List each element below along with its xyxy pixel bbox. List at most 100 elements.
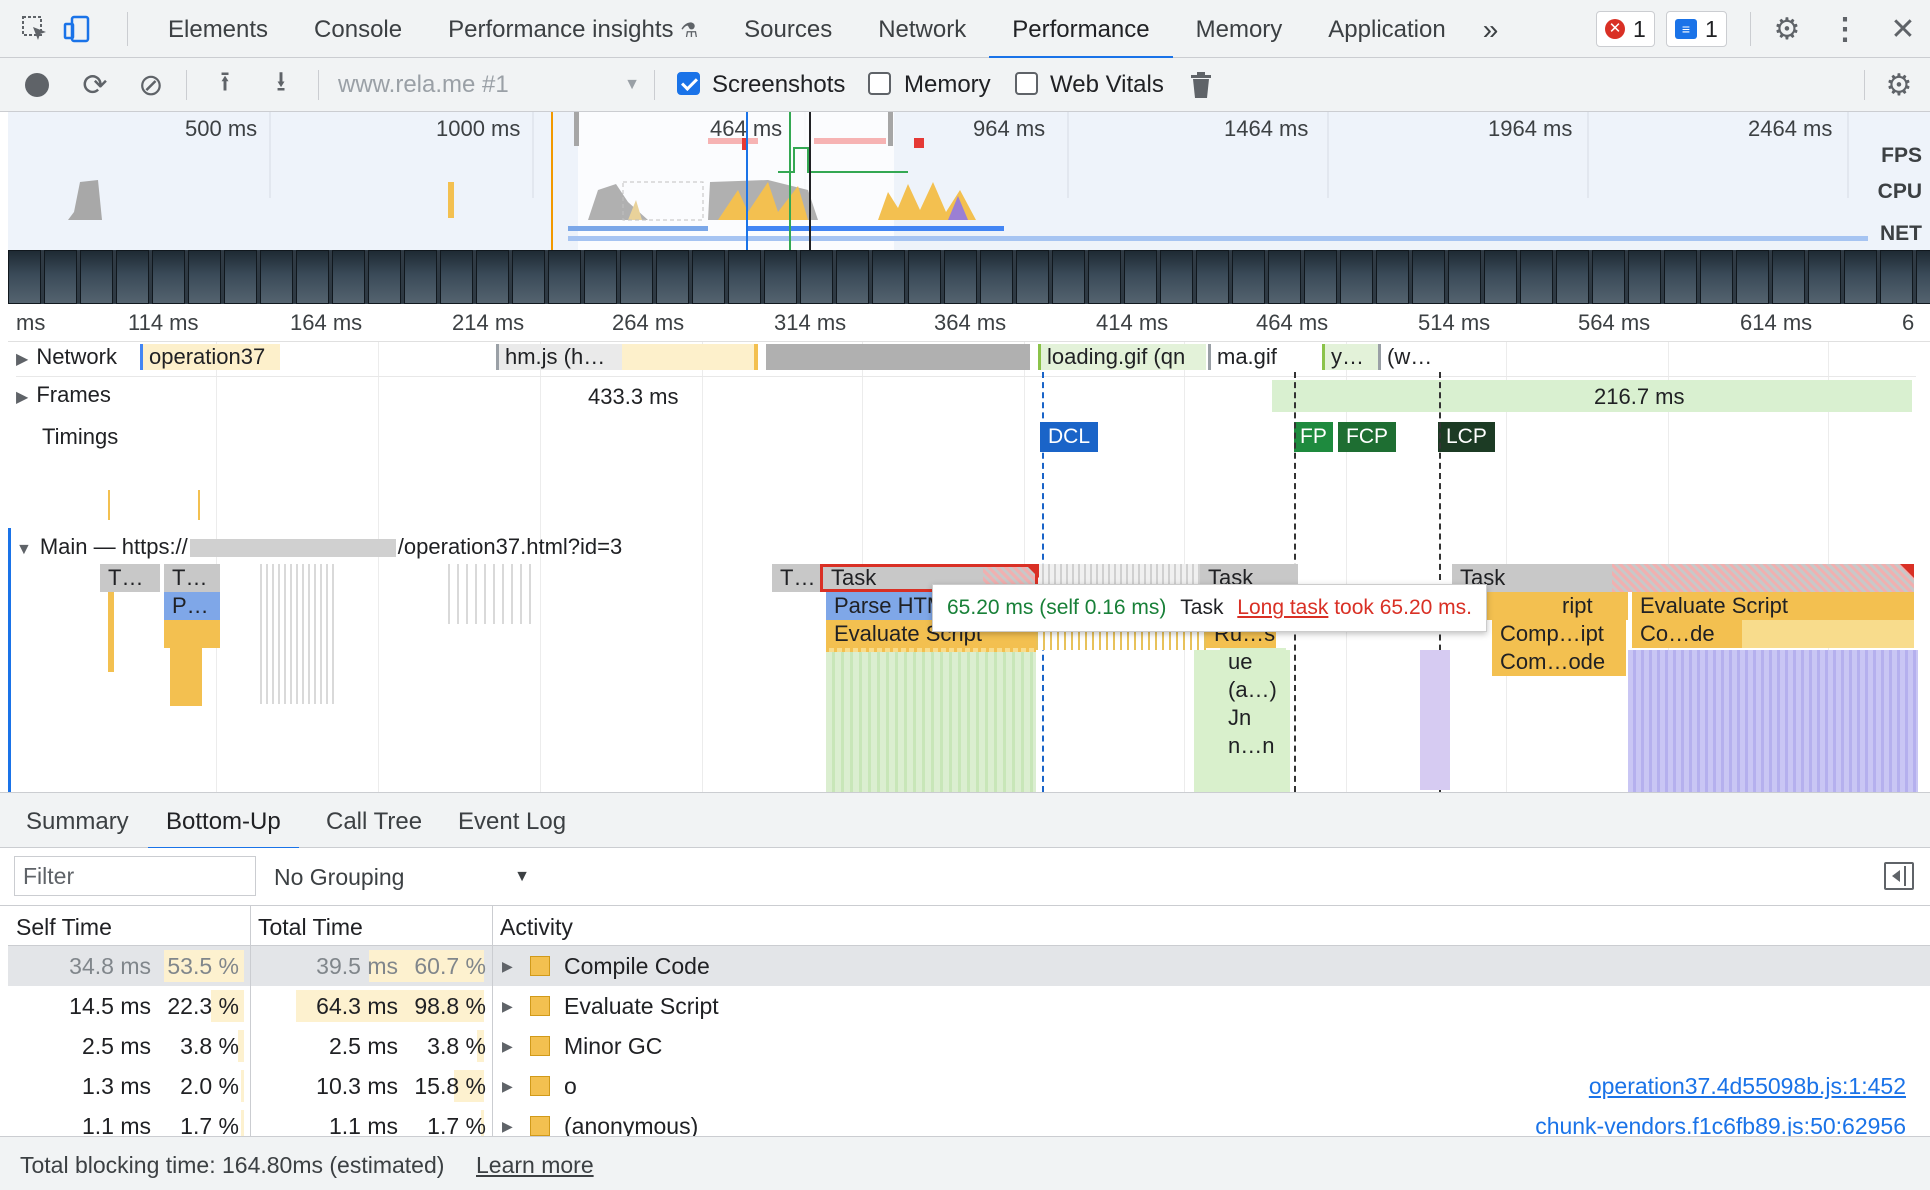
screenshot-thumbnail[interactable]	[1304, 250, 1337, 304]
screenshot-thumbnail[interactable]	[440, 250, 473, 304]
tab-call-tree[interactable]: Call Tree	[326, 808, 423, 835]
screenshot-thumbnail[interactable]	[1808, 250, 1841, 304]
recording-select[interactable]: www.rela.me #1 ▼	[338, 58, 644, 112]
expand-triangle-icon[interactable]: ▶	[502, 1038, 513, 1054]
evaluate-script-block[interactable]: ript	[1554, 592, 1624, 620]
expand-triangle-icon[interactable]: ▶	[502, 958, 513, 974]
screenshot-thumbnail[interactable]	[1592, 250, 1625, 304]
network-request[interactable]: operation37	[140, 344, 280, 370]
screenshot-thumbnail[interactable]	[620, 250, 653, 304]
fcp-marker[interactable]: FCP	[1338, 422, 1396, 452]
toggle-sidebar-icon[interactable]	[1884, 862, 1914, 890]
table-row[interactable]: 2.5 ms 3.8 % 2.5 ms 3.8 % ▶ Minor GC	[8, 1026, 1930, 1066]
parse-block[interactable]: P…	[164, 592, 220, 620]
screenshot-thumbnail[interactable]	[332, 250, 365, 304]
expand-triangle-icon[interactable]: ▶	[502, 1078, 513, 1094]
screenshot-thumbnail[interactable]	[800, 250, 833, 304]
screenshot-thumbnail[interactable]	[296, 250, 329, 304]
main-track-header[interactable]: ▼ Main — https:// /operation37.html?id=3	[16, 534, 622, 560]
screenshot-thumbnail[interactable]	[1160, 250, 1193, 304]
evaluate-script-block[interactable]: Evaluate Script	[1632, 592, 1914, 620]
tab-summary[interactable]: Summary	[26, 808, 129, 835]
screenshot-thumbnail[interactable]	[872, 250, 905, 304]
screenshot-thumbnail[interactable]	[1052, 250, 1085, 304]
task-block[interactable]: T…	[100, 564, 160, 592]
screenshot-thumbnail[interactable]	[1520, 250, 1553, 304]
errors-badge[interactable]: ✕ 1	[1596, 11, 1655, 47]
more-tabs-button[interactable]: »	[1482, 14, 1499, 45]
screenshot-thumbnail[interactable]	[224, 250, 257, 304]
timeline-overview[interactable]: 500 ms 1000 ms 464 ms 964 ms 1464 ms 196…	[8, 112, 1930, 304]
reload-icon[interactable]: ⟳	[82, 68, 108, 102]
capture-settings-gear-icon[interactable]: ⚙	[1885, 68, 1913, 102]
screenshot-thumbnail[interactable]	[980, 250, 1013, 304]
screenshot-thumbnail[interactable]	[764, 250, 797, 304]
flame-chart-tracks[interactable]: ▶ Network operation37 hm.js (h… loading.g…	[8, 342, 1930, 792]
table-row[interactable]: 1.1 ms 1.7 % 1.1 ms 1.7 % ▶ (anonymous) chunk-…	[8, 1106, 1930, 1136]
function-block[interactable]: ue	[1220, 648, 1286, 676]
screenshot-thumbnail[interactable]	[1484, 250, 1517, 304]
upload-icon[interactable]: ⭱	[220, 66, 230, 97]
screenshot-thumbnail[interactable]	[1916, 250, 1930, 304]
screenshot-thumbnail[interactable]	[1628, 250, 1661, 304]
screenshot-thumbnail[interactable]	[656, 250, 689, 304]
function-block[interactable]: n…n	[1220, 732, 1286, 760]
tab-application[interactable]: Application	[1328, 16, 1446, 43]
trash-icon[interactable]	[1184, 68, 1218, 102]
script-block[interactable]	[108, 592, 114, 672]
table-row[interactable]: 1.3 ms 2.0 % 10.3 ms 15.8 % ▶ o operation37.4d…	[8, 1066, 1930, 1106]
screenshot-thumbnail[interactable]	[1340, 250, 1373, 304]
screenshot-thumbnail[interactable]	[1376, 250, 1409, 304]
grouping-select[interactable]: No Grouping ▼	[256, 856, 536, 896]
lcp-marker[interactable]: LCP	[1438, 422, 1495, 452]
compile-code-block[interactable]: Com…ode	[1492, 648, 1626, 676]
screenshot-thumbnail[interactable]	[116, 250, 149, 304]
screenshots-checkbox[interactable]	[677, 72, 700, 95]
screenshot-thumbnail[interactable]	[188, 250, 221, 304]
long-task-link[interactable]: Long task	[1237, 596, 1329, 619]
inspect-element-icon[interactable]	[18, 12, 52, 46]
record-icon[interactable]	[22, 70, 52, 100]
tab-performance-insights[interactable]: Performance insights ⚗	[425, 0, 721, 58]
dcl-marker[interactable]: DCL	[1040, 422, 1099, 452]
download-icon[interactable]: ⭳	[276, 66, 286, 97]
frames-track-header[interactable]: ▶ Frames	[16, 382, 111, 408]
table-row[interactable]: 34.8 ms 53.5 % 39.5 ms 60.7 % ▶ Compile Code	[8, 946, 1930, 986]
network-request[interactable]: loading.gif (qn	[1038, 344, 1206, 370]
screenshot-thumbnail[interactable]	[260, 250, 293, 304]
network-request[interactable]: (w…	[1378, 344, 1436, 370]
screenshot-thumbnail[interactable]	[728, 250, 761, 304]
filter-input[interactable]	[14, 856, 256, 896]
screenshot-thumbnail[interactable]	[476, 250, 509, 304]
screenshot-thumbnail[interactable]	[1088, 250, 1121, 304]
screenshot-thumbnail[interactable]	[368, 250, 401, 304]
source-link[interactable]: chunk-vendors.f1c6fb89.js:50:62956	[1535, 1113, 1906, 1136]
screenshot-thumbnail[interactable]	[1268, 250, 1301, 304]
screenshot-thumbnail[interactable]	[8, 250, 41, 304]
tab-memory[interactable]: Memory	[1195, 16, 1283, 43]
table-row[interactable]: 14.5 ms 22.3 % 64.3 ms 98.8 % ▶ Evaluate Scri…	[8, 986, 1930, 1026]
function-block[interactable]: (a…)	[1220, 676, 1286, 704]
screenshot-thumbnail[interactable]	[44, 250, 77, 304]
expand-triangle-icon[interactable]: ▶	[502, 998, 513, 1014]
learn-more-link[interactable]: Learn more	[476, 1152, 594, 1178]
device-toolbar-icon[interactable]	[60, 12, 94, 46]
script-block[interactable]	[170, 648, 202, 706]
column-header-total-time[interactable]: Total Time	[258, 914, 363, 940]
screenshot-thumbnail[interactable]	[404, 250, 437, 304]
screenshot-thumbnail[interactable]	[1124, 250, 1157, 304]
clear-icon[interactable]: ⊘	[138, 68, 164, 102]
screenshot-thumbnail[interactable]	[1880, 250, 1913, 304]
tab-bottom-up[interactable]: Bottom-Up	[148, 793, 299, 850]
settings-gear-icon[interactable]: ⚙	[1773, 12, 1801, 46]
task-block[interactable]: T…	[772, 564, 820, 592]
network-request[interactable]: ma.gif	[1208, 344, 1284, 370]
tab-performance[interactable]: Performance	[989, 0, 1174, 59]
kebab-menu-icon[interactable]: ⋮	[1830, 12, 1860, 46]
screenshot-thumbnail[interactable]	[944, 250, 977, 304]
screenshot-thumbnail[interactable]	[1664, 250, 1697, 304]
script-block[interactable]	[164, 620, 220, 648]
frame-duration[interactable]: 433.3 ms	[588, 384, 679, 409]
column-header-self-time[interactable]: Self Time	[16, 914, 112, 940]
screenshot-filmstrip[interactable]	[8, 250, 1930, 304]
